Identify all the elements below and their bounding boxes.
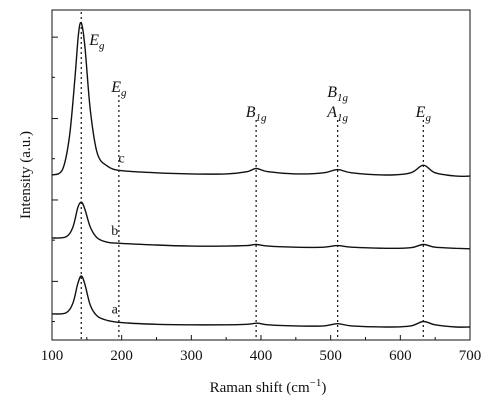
series-label-b: b [111, 224, 118, 239]
series-label-a: a [112, 303, 119, 318]
peak-label: A1g [326, 104, 348, 124]
peak-label: Eg [415, 104, 432, 124]
peak-label: B1g [327, 84, 348, 104]
spectrum-c [51, 21, 471, 178]
x-tick-label: 100 [41, 348, 64, 364]
y-axis-title: Intensity (a.u.) [18, 131, 34, 219]
spectra [51, 21, 471, 328]
x-tick-label: 700 [459, 348, 482, 364]
spectrum-b [51, 201, 471, 250]
x-tick-label: 600 [389, 348, 412, 364]
peak-label: Eg [88, 32, 105, 52]
x-tick-label: 300 [180, 348, 203, 364]
x-tick-label: 400 [250, 348, 273, 364]
axis-ticks: 100 200 300 400 500 600 700 [41, 36, 482, 364]
peak-label: Eg [110, 79, 127, 99]
x-tick-label: 500 [319, 348, 342, 364]
series-label-c: c [119, 152, 125, 167]
x-axis-title: Raman shift (cm−1) [210, 377, 327, 396]
reference-lines [80, 12, 424, 340]
plot-frame [51, 9, 471, 341]
spectrum-a [51, 275, 471, 328]
x-tick-label: 200 [110, 348, 133, 364]
peak-label: B1g [246, 104, 267, 124]
